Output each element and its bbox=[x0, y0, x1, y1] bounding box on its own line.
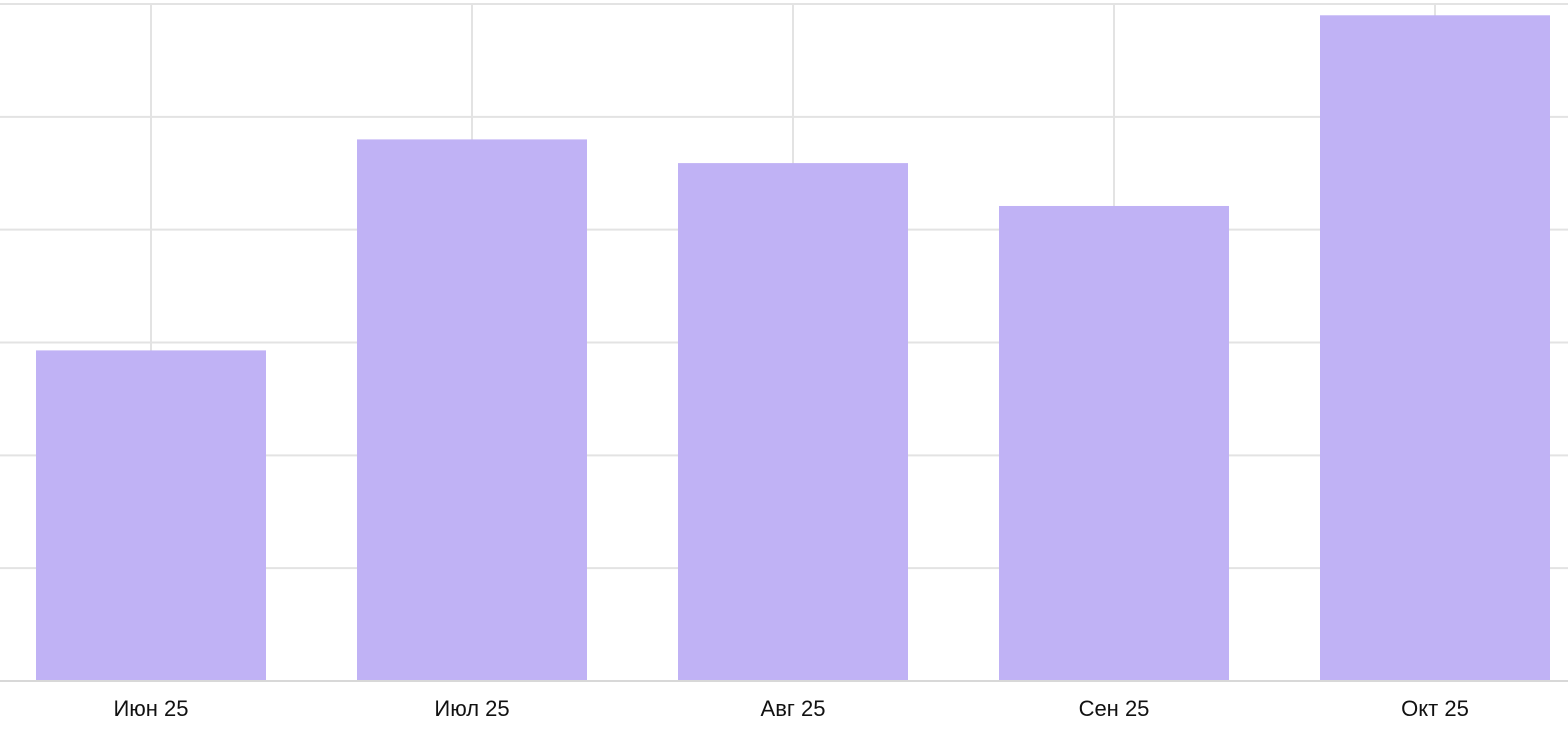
bar bbox=[999, 205, 1229, 681]
x-tick-label: Окт 25 bbox=[1401, 696, 1469, 721]
x-tick-label: Июн 25 bbox=[113, 696, 188, 721]
bar bbox=[36, 350, 266, 681]
x-tick-label: Авг 25 bbox=[761, 696, 826, 721]
bar bbox=[678, 163, 908, 682]
x-tick-label: Июл 25 bbox=[434, 696, 509, 721]
bar bbox=[1320, 15, 1550, 682]
bar bbox=[357, 139, 587, 681]
x-tick-label: Сен 25 bbox=[1079, 696, 1150, 721]
